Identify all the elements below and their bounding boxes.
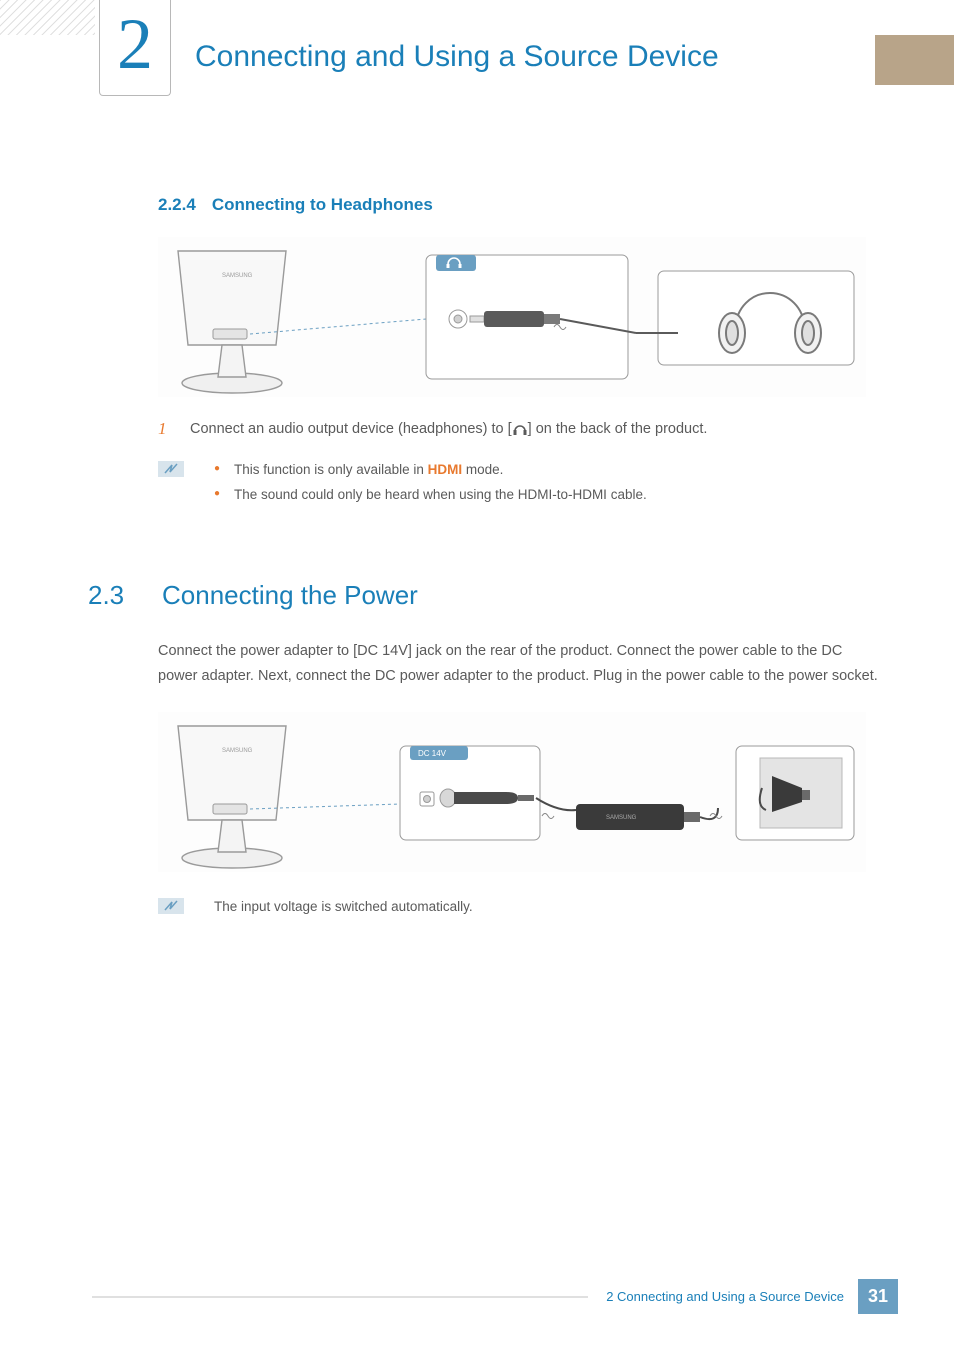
chapter-title: Connecting and Using a Source Device: [195, 40, 719, 74]
bullet-icon: ●: [214, 482, 234, 508]
note-2-text: The input voltage is switched automatica…: [214, 894, 878, 920]
chapter-number: 2: [117, 8, 153, 80]
step-1: 1 Connect an audio output device (headph…: [158, 419, 878, 441]
footer-chapter-ref: 2 Connecting and Using a Source Device: [606, 1289, 844, 1304]
section-23-number: 2.3: [88, 580, 162, 611]
footer: 2 Connecting and Using a Source Device 3…: [92, 1279, 898, 1314]
step-1-text: Connect an audio output device (headphon…: [190, 419, 707, 441]
note-item-2: ● The sound could only be heard when usi…: [214, 482, 878, 508]
subsection-224-number: 2.2.4: [158, 195, 196, 214]
chapter-badge: 2: [95, 0, 175, 100]
page-number-badge: 31: [858, 1279, 898, 1314]
note-icon: [158, 457, 192, 508]
step-1-number: 1: [158, 419, 190, 441]
dc-port-label: DC 14V: [418, 749, 447, 758]
svg-text:SAMSUNG: SAMSUNG: [606, 815, 637, 821]
note-block-1: ● This function is only available in HDM…: [158, 457, 878, 508]
svg-text:SAMSUNG: SAMSUNG: [222, 748, 253, 754]
subsection-224-title: 2.2.4 Connecting to Headphones: [158, 195, 878, 215]
footer-rule: [92, 1296, 588, 1298]
note-item-1: ● This function is only available in HDM…: [214, 457, 878, 483]
section-23-title: Connecting the Power: [162, 580, 418, 611]
subsection-224-text: Connecting to Headphones: [212, 195, 433, 214]
figure-power: SAMSUNG DC 14V S: [158, 712, 866, 872]
section-23-heading: 2.3 Connecting the Power: [88, 580, 878, 611]
headphones-inline-icon: [512, 422, 528, 436]
figure-headphones: SAMSUNG: [158, 237, 866, 397]
note-block-2: The input voltage is switched automatica…: [158, 894, 878, 920]
bullet-icon: ●: [214, 457, 234, 483]
note-icon: [158, 894, 192, 920]
section-23-body: Connect the power adapter to [DC 14V] ja…: [158, 639, 878, 688]
monitor-brand: SAMSUNG: [222, 273, 253, 279]
